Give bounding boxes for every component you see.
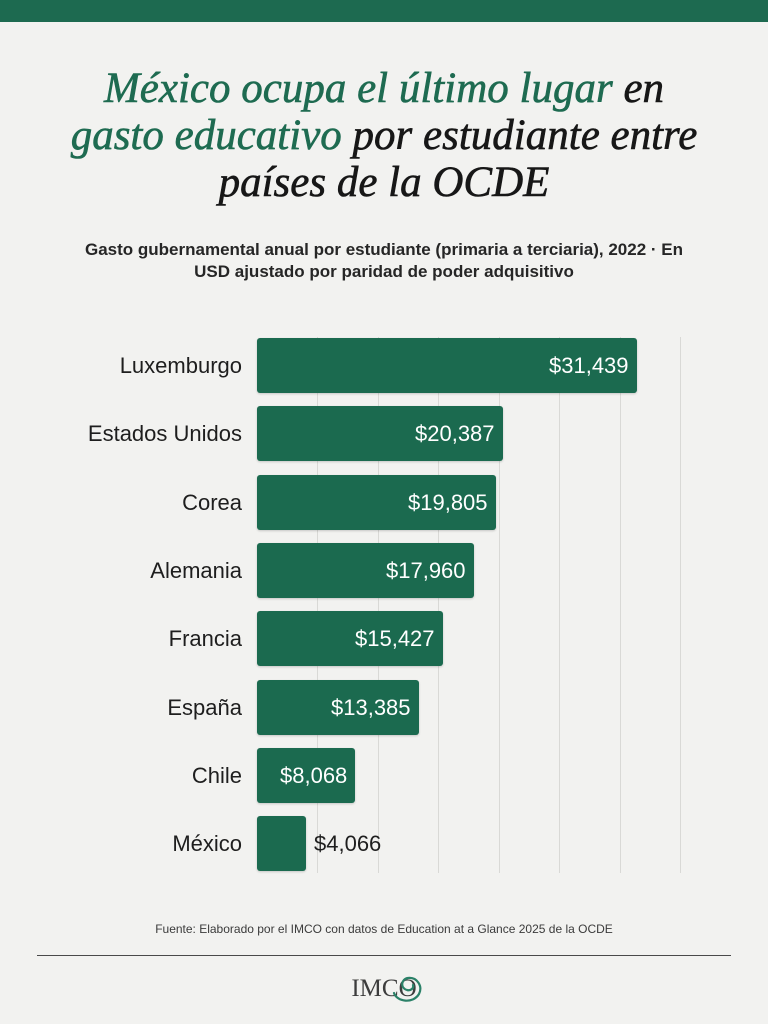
- value-label: $15,427: [355, 626, 435, 651]
- bar: [257, 475, 496, 530]
- value-label: $31,439: [549, 353, 629, 378]
- category-label: Alemania: [150, 558, 242, 583]
- bar-chart: Luxemburgo $31,439 Estados Unidos $20,387 Co…: [0, 337, 768, 873]
- bar: [257, 338, 637, 393]
- title-text: por estudiante entre: [341, 112, 698, 160]
- title-highlight: gasto educativo: [70, 112, 342, 160]
- category-label: Corea: [182, 490, 242, 515]
- footer-divider: [37, 955, 731, 956]
- value-label: $19,805: [408, 490, 488, 515]
- value-label: $4,066: [314, 831, 382, 856]
- title-text: en: [612, 65, 665, 113]
- chart-subtitle: Gasto gubernamental anual por estudiante…: [84, 240, 683, 281]
- logo-wordmark: IMCO: [351, 974, 421, 1004]
- top-accent-band: [0, 0, 768, 22]
- category-label: España: [167, 695, 242, 720]
- category-label: Estados Unidos: [87, 421, 242, 446]
- value-label: $13,385: [331, 695, 411, 720]
- bar: [257, 748, 355, 803]
- gridline: [317, 337, 318, 873]
- bar: [257, 543, 474, 598]
- value-label: $17,960: [386, 558, 466, 583]
- gridline: [620, 337, 621, 873]
- value-label: $20,387: [415, 421, 495, 446]
- title-text: países de la OCDE: [218, 159, 550, 207]
- gridline: [378, 337, 379, 873]
- source-note: Fuente: Elaborado por el IMCO con datos …: [155, 922, 613, 936]
- category-label: Luxemburgo: [119, 353, 242, 378]
- bar: [257, 406, 503, 461]
- bar: [257, 611, 443, 666]
- logo-swirl-icon: [392, 976, 421, 1002]
- gridline: [438, 337, 439, 873]
- category-label: Chile: [191, 763, 242, 788]
- title-highlight: México ocupa el último lugar: [103, 65, 613, 113]
- title-line: gasto educativo por estudiante entre: [0, 112, 768, 160]
- gridline: [680, 337, 681, 873]
- category-label: México: [172, 831, 242, 856]
- title-line: países de la OCDE: [0, 159, 768, 207]
- chart-title: México ocupa el último lugar en gasto edu…: [0, 65, 768, 207]
- value-label: $8,068: [280, 763, 348, 788]
- gridline: [559, 337, 560, 873]
- imco-logo: IMCO: [0, 974, 768, 1004]
- gridline: [499, 337, 500, 873]
- bar: [257, 680, 419, 735]
- bar: [257, 816, 306, 871]
- title-line: México ocupa el último lugar en: [0, 65, 768, 113]
- category-label: Francia: [168, 626, 242, 651]
